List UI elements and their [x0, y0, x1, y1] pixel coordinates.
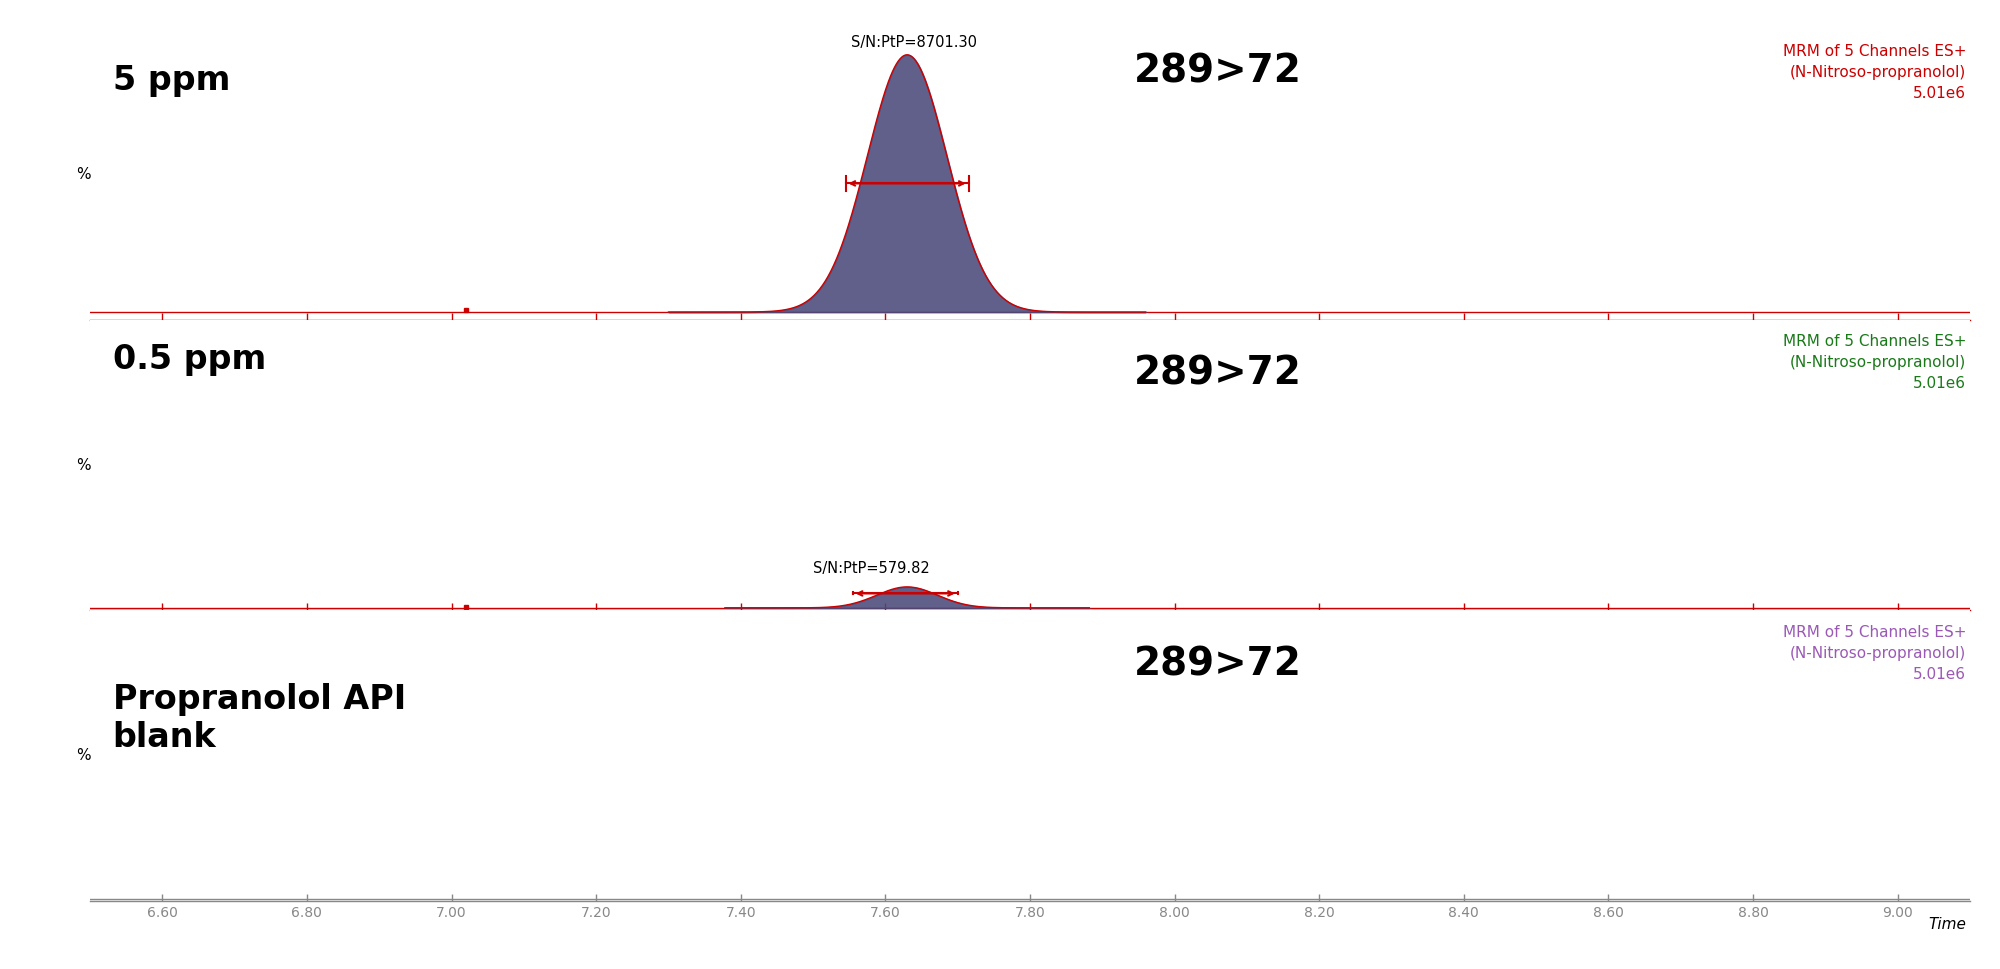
Text: MRM of 5 Channels ES+
(N-Nitroso-propranolol)
5.01e6: MRM of 5 Channels ES+ (N-Nitroso-propran…: [1782, 334, 1966, 391]
Text: S/N:PtP=579.82: S/N:PtP=579.82: [812, 561, 930, 577]
Text: 289>72: 289>72: [1134, 355, 1302, 392]
Text: 5 ppm: 5 ppm: [112, 64, 230, 97]
Text: Propranolol API
blank: Propranolol API blank: [112, 683, 406, 754]
Y-axis label: %: %: [76, 748, 90, 764]
Text: S/N:PtP=8701.30: S/N:PtP=8701.30: [852, 35, 978, 49]
Text: Time: Time: [1928, 917, 1966, 932]
Text: MRM of 5 Channels ES+
(N-Nitroso-propranolol)
5.01e6: MRM of 5 Channels ES+ (N-Nitroso-propran…: [1782, 44, 1966, 101]
Text: MRM of 5 Channels ES+
(N-Nitroso-propranolol)
5.01e6: MRM of 5 Channels ES+ (N-Nitroso-propran…: [1782, 625, 1966, 682]
Y-axis label: %: %: [76, 457, 90, 473]
Text: 0.5 ppm: 0.5 ppm: [112, 343, 266, 376]
Text: 289>72: 289>72: [1134, 52, 1302, 90]
Y-axis label: %: %: [76, 167, 90, 182]
Text: 289>72: 289>72: [1134, 645, 1302, 683]
